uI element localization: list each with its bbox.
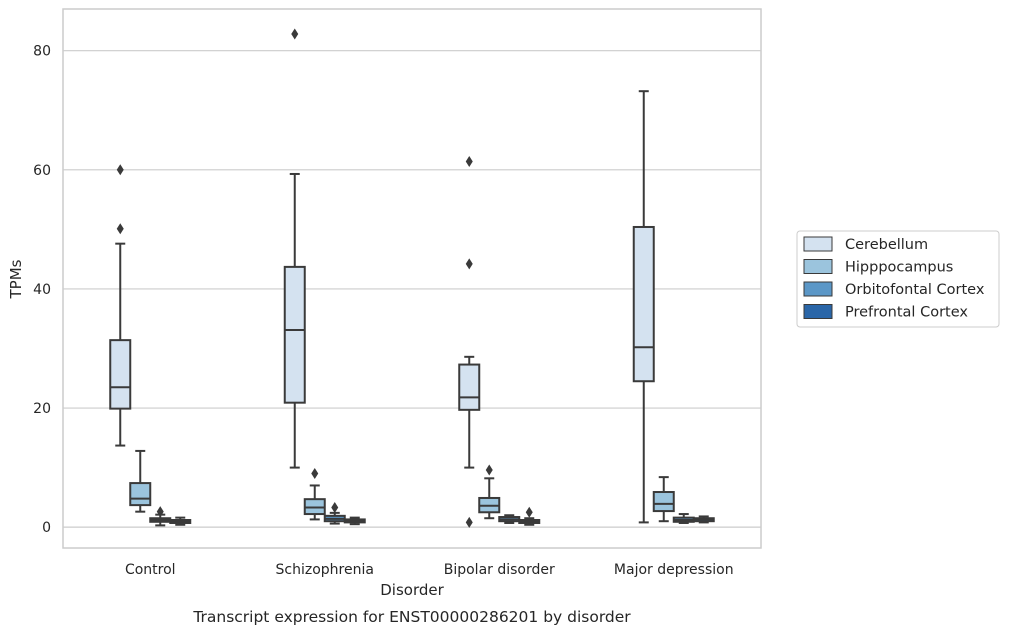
x-tick-label-2: Bipolar disorder xyxy=(444,562,555,578)
plot-frame xyxy=(62,8,762,549)
box-prefrontal-cortex-0 xyxy=(169,516,192,526)
box-hipppocampus-1 xyxy=(303,468,326,521)
x-tick-label-0: Control xyxy=(125,562,176,578)
box-orbitofontal-cortex-3 xyxy=(672,513,695,524)
chart-caption: Transcript expression for ENST0000028620… xyxy=(192,608,631,626)
outlier-point xyxy=(311,468,319,480)
y-tick-label: 60 xyxy=(33,163,51,179)
outlier-point xyxy=(465,155,473,167)
y-axis-label: TPMs xyxy=(7,259,25,299)
box-prefrontal-cortex-3 xyxy=(692,515,715,524)
x-axis-label: Disorder xyxy=(380,581,444,599)
outlier-point xyxy=(525,506,533,518)
box-orbitofontal-cortex-1 xyxy=(323,502,346,525)
outlier-point xyxy=(485,464,493,476)
box-orbitofontal-cortex-0 xyxy=(149,506,172,527)
legend-label-2: Orbitofontal Cortex xyxy=(845,282,985,298)
gridlines xyxy=(63,50,761,528)
box-cerebellum-3 xyxy=(632,90,655,524)
outlier-point xyxy=(116,164,124,176)
outlier-point xyxy=(331,502,339,514)
legend-label-3: Prefrontal Cortex xyxy=(845,305,968,321)
legend-label-1: Hipppocampus xyxy=(845,260,953,276)
box-iqr xyxy=(652,491,675,513)
box-iqr xyxy=(283,265,306,404)
outlier-point xyxy=(291,28,299,40)
x-tick-label-3: Major depression xyxy=(614,562,734,578)
y-axis-ticks: 0 20 40 60 80 xyxy=(33,44,51,536)
box-hipppocampus-3 xyxy=(652,476,675,523)
box-cerebellum-1 xyxy=(283,28,306,469)
box-prefrontal-cortex-1 xyxy=(343,516,366,526)
y-tick-label: 40 xyxy=(33,282,51,298)
legend-swatch-2 xyxy=(803,281,833,297)
x-tick-label-1: Schizophrenia xyxy=(276,562,374,578)
box-orbitofontal-cortex-2 xyxy=(498,514,521,524)
box-hipppocampus-0 xyxy=(129,449,152,513)
box-iqr xyxy=(129,482,152,507)
legend-swatch-1 xyxy=(803,259,833,274)
y-tick-label: 0 xyxy=(42,520,51,536)
outlier-point xyxy=(465,516,473,528)
box-hipppocampus-2 xyxy=(478,464,501,520)
box-cerebellum-0 xyxy=(109,164,132,447)
legend-swatch-3 xyxy=(803,304,833,319)
x-axis-ticks: Control Schizophrenia Bipolar disorder Majo… xyxy=(125,562,734,578)
outlier-point xyxy=(116,223,124,235)
y-tick-label: 20 xyxy=(33,401,51,417)
outlier-point xyxy=(156,506,164,518)
legend-label-0: Cerebellum xyxy=(845,237,928,253)
box-prefrontal-cortex-2 xyxy=(518,506,541,526)
y-tick-label: 80 xyxy=(33,44,51,60)
box-iqr xyxy=(109,339,132,410)
plot-area xyxy=(109,28,715,528)
box-iqr xyxy=(632,225,655,383)
legend-swatch-0 xyxy=(803,236,833,252)
legend-box xyxy=(796,230,1000,328)
box-cerebellum-2 xyxy=(458,155,481,528)
legend: Cerebellum Hipppocampus Orbitofontal Corte… xyxy=(796,230,1000,328)
box-iqr xyxy=(458,363,481,411)
outlier-point xyxy=(465,258,473,270)
